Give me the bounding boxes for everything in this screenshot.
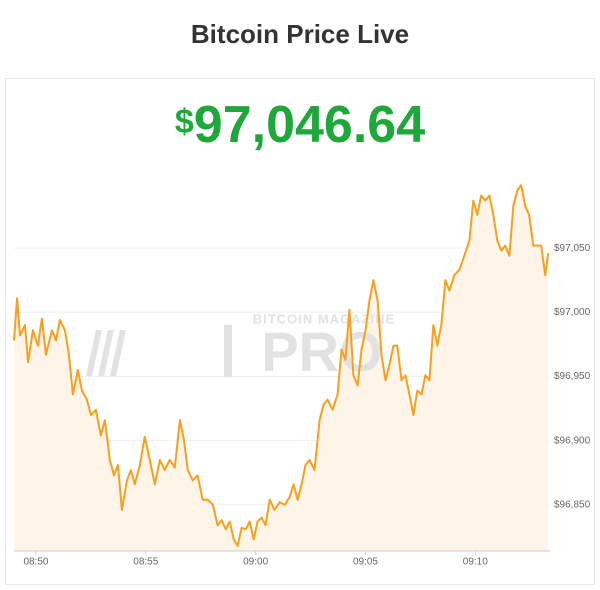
price-amount: 97,046.64 bbox=[194, 96, 425, 154]
x-tick-label: 08:55 bbox=[133, 557, 158, 568]
y-tick-label: $97,000 bbox=[554, 307, 591, 318]
price-currency: $ bbox=[175, 103, 194, 141]
area bbox=[14, 185, 549, 551]
y-tick-label: $96,950 bbox=[554, 371, 591, 382]
x-tick-label: 09:10 bbox=[463, 557, 488, 568]
y-tick-label: $97,050 bbox=[554, 243, 591, 254]
x-tick-label: 08:50 bbox=[23, 557, 48, 568]
watermark: BITCOIN MAGAZINE PRO bbox=[86, 311, 395, 383]
watermark-line1: BITCOIN MAGAZINE bbox=[253, 311, 395, 326]
plot bbox=[14, 185, 550, 551]
watermark-icon bbox=[86, 325, 232, 377]
x-tick-label: 09:00 bbox=[243, 557, 268, 568]
price-line bbox=[13, 184, 550, 547]
y-tick-label: $96,850 bbox=[554, 499, 591, 510]
watermark-line2: PRO bbox=[261, 320, 382, 383]
y-tick-label: $96,900 bbox=[554, 435, 591, 446]
price: $97,046.64 bbox=[175, 96, 425, 154]
x-tick-label: 09:05 bbox=[353, 557, 378, 568]
page-title: Bitcoin Price Live bbox=[191, 19, 409, 49]
